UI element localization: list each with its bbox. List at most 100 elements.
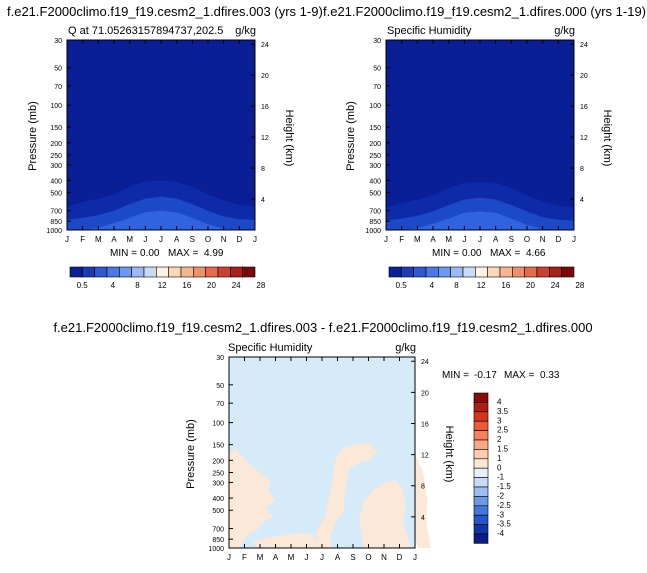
x-tick-label: S [190, 235, 195, 244]
colorbar-label: 28 [575, 281, 584, 290]
y-tick-label: 700 [50, 209, 62, 216]
x-tick-label: J [65, 235, 69, 244]
y-tick-label: 250 [212, 470, 224, 477]
y-tick-label: 100 [50, 103, 62, 110]
y-tick-label: 700 [369, 209, 381, 216]
y-tick-label: 400 [212, 496, 224, 503]
panel-2-plot-area [386, 40, 574, 230]
y-tick-right-label: 4 [261, 197, 265, 204]
panel-1-units: g/kg [235, 25, 256, 37]
colorbar-cell [413, 266, 427, 278]
anomaly-patch-2 [253, 533, 319, 548]
x-tick-label: N [540, 235, 546, 244]
x-tick-label: F [80, 235, 85, 244]
colorbar-label: 20 [526, 281, 535, 290]
y-tick-label: 70 [373, 84, 381, 91]
y-tick-label: 1000 [46, 228, 62, 235]
field-band-3 [67, 210, 255, 230]
x-tick-label: J [413, 553, 417, 562]
panel-3-minmax: MIN = -0.17 MAX = 0.33 [442, 370, 560, 381]
panel-3-min-label: MIN = [442, 370, 469, 381]
colorbar-label: 2.5 [497, 426, 509, 435]
y-tick-label: 250 [50, 153, 62, 160]
colorbar-label: 24 [232, 281, 241, 290]
colorbar-cell [536, 266, 550, 278]
panel-3-plot-area [229, 357, 431, 548]
colorbar-cell [473, 420, 489, 431]
panel-1-axes: J F M A M J J A S O N D J305070100150200250300400500… [46, 38, 268, 244]
colorbar-cell [94, 266, 108, 278]
colorbar-label: 20 [207, 281, 216, 290]
x-tick-label: A [430, 235, 436, 244]
x-tick-label: F [399, 235, 404, 244]
y-tick-label: 300 [369, 163, 381, 170]
x-tick-label: A [335, 553, 341, 562]
colorbar-cell [131, 266, 145, 278]
colorbar-label: -2.5 [497, 501, 511, 510]
colorbar-label: 12 [477, 281, 486, 290]
x-tick-label: N [381, 553, 387, 562]
anomaly-patch-3 [315, 442, 378, 548]
x-tick-label: M [288, 553, 295, 562]
y-tick-label: 500 [50, 190, 62, 197]
x-tick-label: J [253, 235, 257, 244]
panel-2-max-value: 4.66 [526, 248, 546, 259]
colorbar-cell [473, 524, 489, 535]
x-tick-label: J [320, 553, 324, 562]
panel-3-axes: J F M A M J J A S O N D J305070100150200250300400500… [208, 355, 428, 562]
colorbar-cell [401, 266, 414, 278]
colorbar-cell [217, 266, 231, 278]
panel-2-minmax: MIN = 0.00 MAX = 4.66 [432, 248, 546, 259]
panel-2-units: g/kg [554, 25, 575, 37]
x-tick-label: O [365, 553, 371, 562]
colorbar-label: 1 [497, 454, 502, 463]
colorbar-cell [462, 266, 476, 278]
colorbar-cell [473, 496, 489, 507]
y-tick-label: 850 [50, 219, 62, 226]
panel-1-colorbar: 0.5 4 8 12 16 20 24 28 [69, 266, 266, 290]
y-tick-right-label: 8 [580, 166, 584, 173]
panel-2-ylabel-right: Height (km) [601, 110, 613, 167]
colorbar-label: 8 [454, 281, 459, 290]
y-tick-label: 1000 [365, 228, 381, 235]
colorbar-cell [193, 266, 206, 278]
colorbar-label: 8 [135, 281, 140, 290]
anomaly-patch-4 [359, 480, 411, 548]
panel-2-max-label: MAX = [490, 248, 520, 259]
panel-1-subtitle: Q at 71.05263157894737,202.5 [68, 25, 223, 37]
x-tick-label: M [414, 235, 421, 244]
y-tick-label: 400 [50, 178, 62, 185]
colorbar-label: 24 [551, 281, 560, 290]
panel-3-subtitle: Specific Humidity [228, 342, 313, 354]
panel-3: f.e21.F2000climo.f19_f19.cesm2_1.dfires.… [53, 320, 592, 562]
colorbar-cell [450, 266, 464, 278]
colorbar-cell [143, 266, 157, 278]
colorbar-cell [425, 266, 439, 278]
panel-1-title: f.e21.F2000climo.f19_f19.cesm2_1.dfires.… [7, 4, 323, 19]
y-tick-label: 30 [373, 38, 381, 45]
colorbar-cell [473, 533, 489, 544]
colorbar-label: 0.5 [396, 281, 408, 290]
panel-3-units: g/kg [395, 342, 416, 354]
y-tick-label: 400 [369, 178, 381, 185]
colorbar-cell [230, 266, 243, 278]
panel-3-min-value: -0.17 [474, 370, 497, 381]
y-tick-label: 700 [212, 527, 224, 534]
colorbar-cell [156, 266, 169, 278]
y-tick-right-label: 4 [421, 515, 425, 522]
colorbar-cell [168, 266, 182, 278]
panel-3-ylabel: Pressure (mb) [185, 419, 197, 489]
panel-1-max-value: 4.99 [204, 248, 224, 259]
colorbar-cell [388, 266, 402, 278]
y-tick-label: 50 [216, 383, 224, 390]
x-tick-label: J [572, 235, 576, 244]
x-tick-label: A [493, 235, 499, 244]
y-tick-label: 150 [50, 125, 62, 132]
y-tick-right-label: 8 [261, 166, 265, 173]
panel-2: f.e21.F2000climo.f19_f19.cesm2_1.dfires.… [323, 4, 646, 290]
x-tick-label: D [555, 235, 561, 244]
y-tick-label: 70 [54, 84, 62, 91]
field-band-3 [386, 211, 574, 230]
colorbar-label: 2 [497, 435, 502, 444]
x-tick-label: A [174, 235, 180, 244]
